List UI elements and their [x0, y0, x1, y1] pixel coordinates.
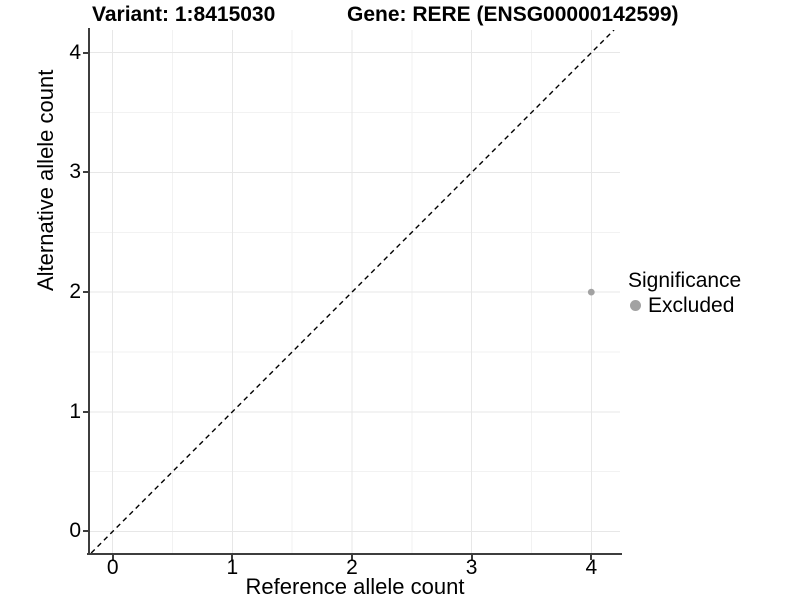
x-axis-line	[87, 553, 622, 555]
legend-title: Significance	[628, 269, 742, 292]
data-point	[587, 288, 595, 296]
legend-item-excluded: Excluded	[628, 293, 741, 318]
plot-panel	[90, 30, 620, 553]
x-tick-mark	[231, 555, 234, 560]
x-tick-label: 2	[346, 556, 358, 579]
y-tick-mark	[83, 171, 88, 174]
x-tick-mark	[590, 555, 593, 560]
x-tick-label: 0	[106, 556, 119, 579]
x-tick-label: 1	[226, 556, 239, 579]
x-tick-mark	[470, 555, 473, 560]
x-axis-title: Reference allele count	[245, 574, 465, 599]
plot-title-variant: Variant: 1:8415030	[92, 3, 276, 26]
x-tick-label: 4	[585, 556, 598, 579]
identity-line	[90, 30, 615, 553]
x-tick-mark	[111, 555, 114, 560]
y-tick-label: 0	[69, 519, 81, 543]
y-tick-label: 2	[69, 280, 81, 304]
x-tick-mark	[351, 555, 353, 560]
y-tick-label: 4	[69, 40, 81, 64]
y-tick-mark	[83, 51, 88, 54]
y-tick-label: 3	[69, 160, 81, 184]
scatter-plot-canvas	[90, 30, 620, 553]
y-tick-mark	[83, 291, 88, 294]
legend: Significance Excluded	[628, 268, 741, 318]
legend-item-label: Excluded	[648, 294, 735, 317]
y-axis-line	[88, 28, 90, 555]
y-tick-mark	[83, 530, 88, 533]
legend-point-icon	[630, 300, 641, 311]
x-tick-label: 3	[465, 556, 478, 579]
y-tick-mark	[83, 410, 88, 413]
y-tick-label: 1	[69, 399, 81, 423]
plot-title-gene: Gene: RERE (ENSG00000142599)	[347, 3, 679, 26]
